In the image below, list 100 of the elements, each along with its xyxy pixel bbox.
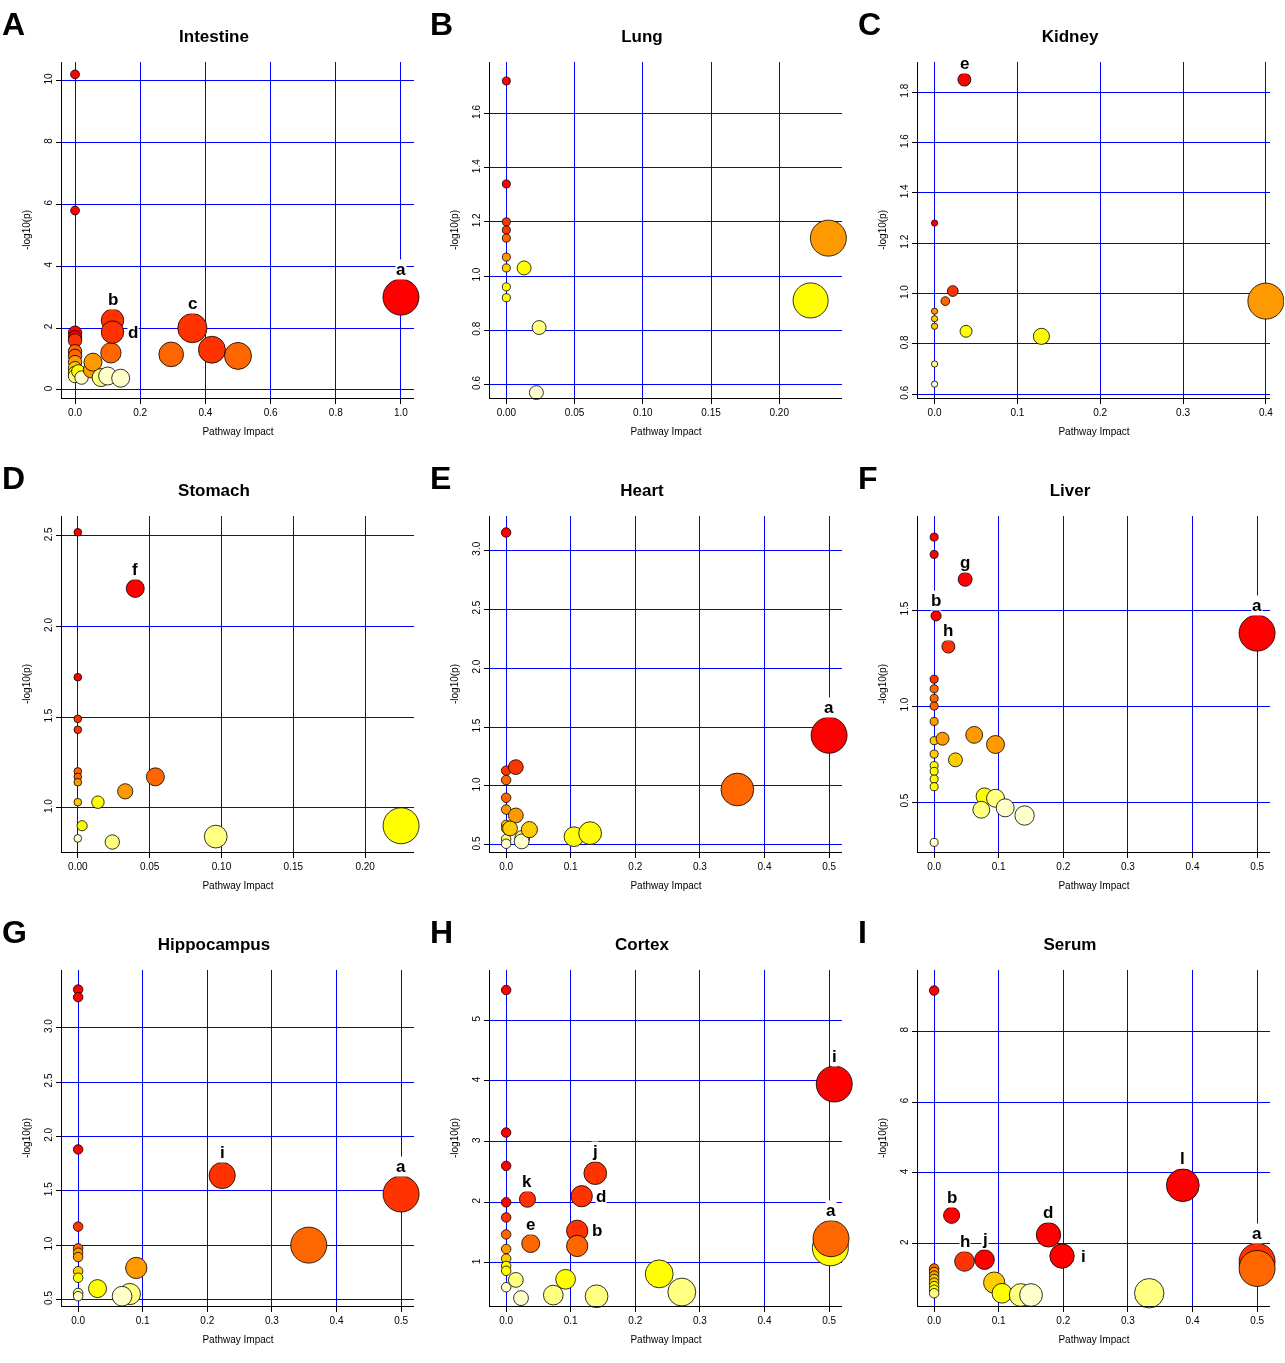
y-tick-label: 8 [899,1026,910,1033]
x-tick-label: 0.1 [1010,407,1025,418]
y-tick-label: 2.5 [471,600,482,615]
x-tick-label: 0.5 [822,861,837,872]
text: B [430,6,454,42]
x-tick-label: 0.2 [628,1315,643,1326]
y-tick-label: 3 [471,1136,482,1143]
y-axis-title: -log10(p) [21,663,32,705]
x-tick-label: 0.1 [991,1315,1007,1326]
x-tick-label: 0.0 [68,407,83,418]
y-tick-label: 1.5 [43,1181,54,1197]
y-tick-label: 1.0 [899,284,910,299]
x-tick-label: 0.3 [1120,1315,1136,1326]
y-tick-label: 2 [471,1197,482,1204]
text: H [430,914,454,950]
x-tick-label: 0.15 [283,861,304,872]
annotation: j [592,1142,598,1161]
x-axis-title: Pathway Impact [1058,425,1130,437]
y-axis-title: -log10(p) [877,1117,888,1159]
x-tick-label: 0.05 [564,407,585,418]
x-tick-label: 0.05 [139,861,160,872]
annotation: j [982,1230,988,1249]
x-tick-label: 0.1 [563,1315,579,1326]
chart-title: Lung [621,26,663,46]
x-tick-label: 0.6 [263,407,278,418]
x-axis-title: Pathway Impact [630,1333,702,1345]
annotation: d [128,323,139,342]
y-tick-label: 0 [43,385,54,392]
y-tick-label: 2 [43,323,54,330]
x-tick-label: 0.20 [769,407,790,418]
x-tick-label: 0.1 [991,861,1007,872]
chart-title: Heart [620,480,665,500]
annotation: i [832,1047,837,1066]
y-tick-label: 1.8 [899,83,910,98]
y-axis-title: -log10(p) [449,663,460,705]
y-tick-label: 2.0 [471,659,482,674]
y-tick-label: 2.0 [43,617,54,632]
y-tick-label: 2.5 [43,1073,54,1088]
chart-title: Cortex [615,934,670,954]
y-tick-label: 1.0 [43,1236,54,1251]
x-tick-label: 0.2 [133,407,148,418]
y-tick-label: 1.5 [899,601,910,616]
annotation: i [220,1143,225,1162]
x-tick-label: 0.5 [822,1315,837,1326]
annotation: c [188,294,198,313]
x-tick-label: 0.2 [1056,1315,1071,1326]
x-tick-label: 0.0 [71,1315,86,1326]
x-tick-label: 0.5 [394,1315,409,1326]
y-axis-title: -log10(p) [449,209,460,251]
chart-title: Serum [1043,934,1097,954]
y-tick-label: 2.0 [43,1127,54,1142]
x-tick-label: 0.0 [499,861,514,872]
annotation: a [1252,596,1262,615]
x-tick-label: 0.1 [563,861,579,872]
x-tick-label: 0.3 [1176,407,1191,418]
x-tick-label: 1.0 [394,407,409,418]
y-tick-label: 0.8 [471,321,482,336]
x-tick-label: 0.2 [1093,407,1108,418]
text: C [858,6,882,42]
x-tick-label: 0.4 [1185,861,1200,872]
x-tick-label: 0.0 [499,1315,514,1326]
annotation: f [132,560,138,579]
y-tick-label: 4 [899,1168,910,1175]
y-tick-label: 5 [471,1015,482,1022]
annotation: h [943,621,954,640]
x-tick-label: 0.15 [701,407,722,418]
x-tick-label: 0.10 [211,861,232,872]
y-axis-title: -log10(p) [877,663,888,705]
y-tick-label: 1.6 [471,104,482,119]
y-tick-label: 2.5 [43,527,54,542]
x-axis-title: Pathway Impact [630,879,702,891]
x-axis-title: Pathway Impact [1058,1333,1130,1345]
annotation: b [931,591,942,610]
chart-title: Hippocampus [157,934,271,954]
x-tick-label: 0.2 [200,1315,215,1326]
y-tick-label: 8 [43,137,54,144]
x-tick-label: 0.0 [927,861,942,872]
x-tick-label: 0.4 [1258,407,1274,418]
annotation: b [947,1188,958,1207]
y-tick-label: 1 [471,1258,482,1265]
y-tick-label: 0.6 [899,385,910,400]
x-tick-label: 0.3 [692,1315,708,1326]
y-tick-label: 1.2 [471,212,482,228]
annotation: d [1043,1203,1054,1222]
annotation: i [1081,1247,1086,1266]
y-tick-label: 1.0 [899,697,910,712]
x-tick-label: 0.5 [1250,1315,1265,1326]
text: A [2,6,26,42]
chart-title: Kidney [1041,26,1099,46]
y-tick-label: 3.0 [471,541,482,556]
y-tick-label: 0.6 [471,375,482,390]
text: E [430,460,452,496]
x-tick-label: 0.1 [135,1315,151,1326]
y-axis-title: -log10(p) [877,209,888,251]
chart-title: Liver [1049,480,1091,500]
chart-title: Stomach [178,480,250,500]
annotation: d [596,1187,607,1206]
x-tick-label: 0.10 [633,407,653,418]
y-tick-label: 1.0 [43,798,54,814]
y-tick-label: 1.4 [899,183,910,199]
